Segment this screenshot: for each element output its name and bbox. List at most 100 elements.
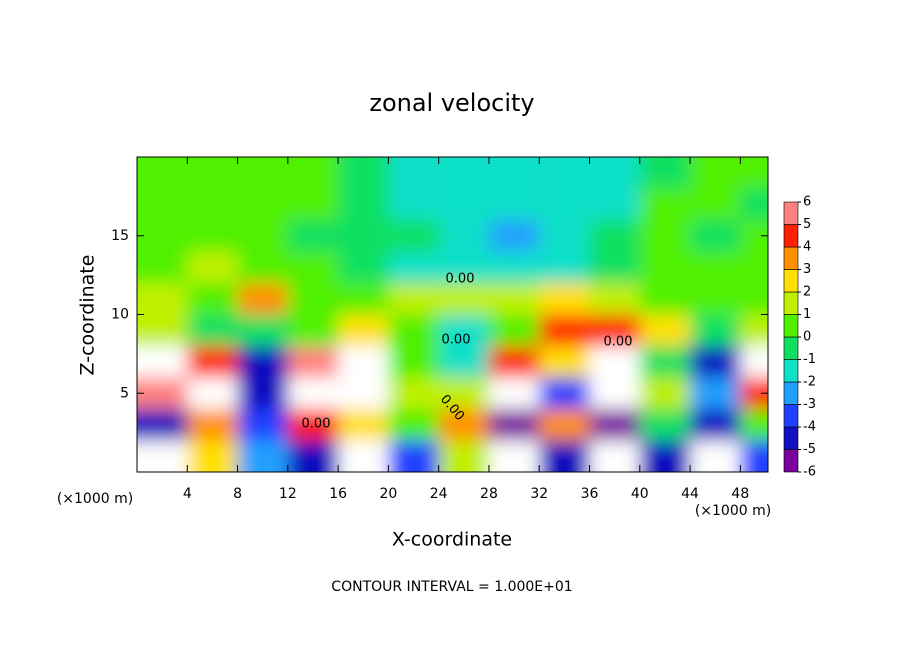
field-cell bbox=[690, 409, 741, 441]
field-cell bbox=[237, 377, 288, 409]
field-cell bbox=[740, 409, 768, 441]
field-cell bbox=[690, 440, 741, 472]
field-cell bbox=[388, 283, 439, 315]
field-cell bbox=[237, 409, 288, 441]
field-cell bbox=[539, 409, 590, 441]
y-axis-label: Z-coordinate bbox=[77, 255, 99, 376]
field-cell bbox=[488, 283, 540, 315]
field-cell bbox=[137, 188, 188, 220]
field-cell bbox=[237, 188, 288, 220]
chart-title: zonal velocity bbox=[369, 89, 534, 117]
field-cell bbox=[690, 157, 741, 189]
field-cell bbox=[690, 188, 741, 220]
field-cell bbox=[488, 157, 540, 189]
colorbar-label: -3 bbox=[803, 397, 816, 412]
field-cell bbox=[690, 346, 741, 378]
field-cell bbox=[388, 409, 439, 441]
field-cell bbox=[187, 314, 238, 346]
colorbar-bin bbox=[783, 404, 799, 428]
field-cell bbox=[740, 188, 768, 220]
field-cell bbox=[338, 251, 389, 283]
field-cell bbox=[488, 251, 540, 283]
colorbar-bin bbox=[783, 336, 799, 360]
x-tick-label: 44 bbox=[681, 486, 699, 502]
field-cell bbox=[539, 440, 590, 472]
field-cell bbox=[287, 346, 339, 378]
field-cell bbox=[589, 314, 640, 346]
field-cell bbox=[438, 283, 489, 315]
field-cell bbox=[438, 440, 489, 472]
field-cell bbox=[639, 283, 691, 315]
colorbar-bin bbox=[783, 381, 799, 405]
field-cell bbox=[740, 440, 768, 472]
field-cell bbox=[137, 346, 188, 378]
field-cell bbox=[287, 314, 339, 346]
field-cell bbox=[287, 188, 339, 220]
x-axis-label: X-coordinate bbox=[392, 529, 512, 551]
colorbar-label: 4 bbox=[803, 240, 811, 255]
field-cell bbox=[287, 251, 339, 283]
x-tick-label: 40 bbox=[631, 486, 649, 502]
field-cell bbox=[438, 157, 489, 189]
field-cell bbox=[388, 188, 439, 220]
field-cell bbox=[137, 251, 188, 283]
colorbar-bin bbox=[783, 426, 799, 450]
field-cell bbox=[137, 157, 188, 189]
field bbox=[137, 157, 768, 472]
field-cell bbox=[237, 346, 288, 378]
colorbar-bin bbox=[783, 201, 799, 225]
field-cell bbox=[589, 377, 640, 409]
field-cell bbox=[438, 251, 489, 283]
x-tick-label: 24 bbox=[430, 486, 448, 502]
colorbar-bin bbox=[783, 224, 799, 248]
colorbar-bin bbox=[783, 449, 799, 473]
field-cell bbox=[438, 220, 489, 252]
colorbar-label: -6 bbox=[803, 465, 816, 480]
field-cell bbox=[287, 440, 339, 472]
colorbar-label: 6 bbox=[803, 195, 811, 210]
field-cell bbox=[187, 251, 238, 283]
field-cell bbox=[639, 409, 691, 441]
field-cell bbox=[287, 377, 339, 409]
field-cell bbox=[137, 220, 188, 252]
field-cell bbox=[488, 346, 540, 378]
field-cell bbox=[287, 409, 339, 441]
field-cell bbox=[338, 440, 389, 472]
field-cell bbox=[740, 283, 768, 315]
field-cell bbox=[187, 283, 238, 315]
colorbar-bin bbox=[783, 291, 799, 315]
field-cell bbox=[388, 346, 439, 378]
x-tick-label: 4 bbox=[183, 486, 192, 502]
field-cell bbox=[438, 346, 489, 378]
field-cell bbox=[589, 188, 640, 220]
field-cell bbox=[589, 251, 640, 283]
x-tick-label: 28 bbox=[480, 486, 498, 502]
field-cell bbox=[137, 409, 188, 441]
field-cell bbox=[639, 377, 691, 409]
contour-label: 0.00 bbox=[302, 417, 331, 432]
field-cell bbox=[438, 409, 489, 441]
field-cell bbox=[589, 157, 640, 189]
x-tick-label: 48 bbox=[731, 486, 749, 502]
field-cell bbox=[338, 346, 389, 378]
field-cell bbox=[639, 157, 691, 189]
field-cell bbox=[187, 220, 238, 252]
x-tick-label: 20 bbox=[379, 486, 397, 502]
field-cell bbox=[187, 346, 238, 378]
colorbar-bin bbox=[783, 314, 799, 338]
field-cell bbox=[539, 188, 590, 220]
field-cell bbox=[187, 409, 238, 441]
field-cell bbox=[237, 440, 288, 472]
field-cell bbox=[690, 377, 741, 409]
y-tick-label: 5 bbox=[120, 385, 129, 401]
field-cell bbox=[639, 251, 691, 283]
colorbar-label: -1 bbox=[803, 352, 816, 367]
field-cell bbox=[137, 314, 188, 346]
x-tick-label: 12 bbox=[279, 486, 297, 502]
field-cell bbox=[338, 220, 389, 252]
field-cell bbox=[388, 314, 439, 346]
field-cell bbox=[539, 314, 590, 346]
field-cell bbox=[690, 314, 741, 346]
field-cell bbox=[438, 314, 489, 346]
field-cell bbox=[438, 188, 489, 220]
